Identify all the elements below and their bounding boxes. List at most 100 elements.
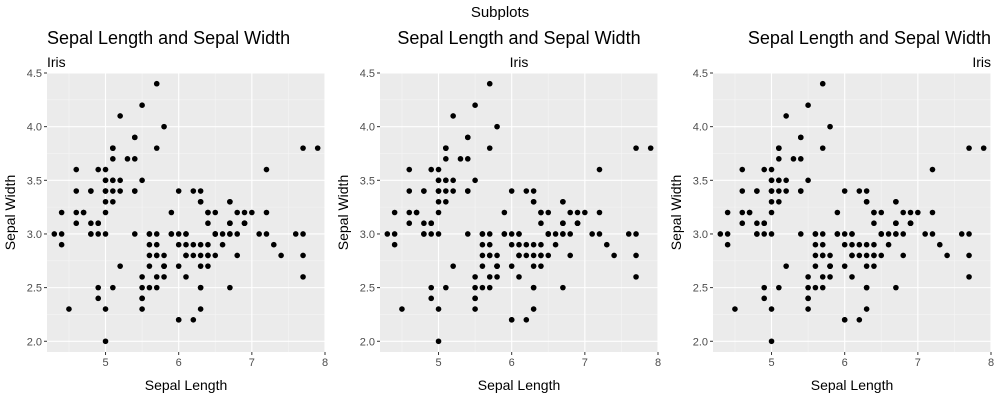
y-tick-label: 4.0 [693, 122, 708, 134]
x-tick-label: 8 [988, 357, 994, 369]
data-point [139, 102, 145, 108]
data-point [435, 338, 442, 345]
data-point [900, 252, 907, 259]
data-point [812, 241, 819, 248]
data-point [523, 188, 530, 194]
data-point [479, 241, 486, 248]
data-point [819, 80, 826, 87]
data-point [907, 209, 914, 216]
data-point [88, 188, 94, 194]
data-point [849, 252, 855, 259]
data-point [406, 209, 413, 216]
data-point [893, 231, 899, 237]
data-point [966, 145, 972, 151]
data-point [589, 231, 595, 237]
x-tick-label: 6 [176, 357, 182, 369]
data-point [776, 198, 782, 205]
data-point [790, 156, 797, 162]
subplot-3: Sepal Length and Sepal Width Iris 5 6 7 8 2.0 2… [668, 28, 994, 393]
data-point [761, 220, 768, 227]
data-point [768, 166, 775, 173]
data-point [739, 220, 746, 227]
data-point [856, 252, 863, 259]
data-point [241, 209, 248, 216]
data-point [922, 231, 928, 237]
data-point [863, 252, 870, 259]
plot-title: Sepal Length and Sepal Width [397, 28, 640, 48]
data-point [102, 338, 109, 345]
data-point [603, 241, 610, 248]
data-point [625, 231, 632, 237]
data-point [479, 252, 486, 259]
x-axis-label: Sepal Length [478, 377, 561, 393]
data-point [849, 241, 855, 248]
data-point [944, 252, 950, 259]
data-point [146, 231, 153, 237]
data-point [464, 156, 471, 162]
data-point [841, 241, 848, 248]
y-tick-label: 2.5 [693, 283, 708, 295]
data-point [435, 188, 442, 194]
data-point [819, 252, 826, 259]
y-tick-label: 2.5 [27, 283, 42, 295]
data-point [611, 252, 617, 259]
data-point [827, 123, 833, 130]
data-point [893, 220, 899, 227]
data-point [212, 252, 219, 259]
data-point [241, 220, 248, 227]
data-point [841, 188, 848, 194]
data-point [139, 284, 145, 291]
data-point [102, 177, 109, 184]
data-point [560, 284, 566, 291]
data-point [761, 295, 768, 302]
data-point [205, 209, 211, 216]
data-point [95, 231, 102, 237]
data-point [494, 252, 500, 259]
data-point [545, 252, 552, 259]
data-point [472, 102, 478, 108]
y-tick-label: 3.0 [693, 229, 708, 241]
data-point [80, 209, 87, 216]
data-point [183, 241, 189, 248]
data-point [219, 231, 226, 237]
data-point [399, 306, 405, 312]
data-point [212, 231, 219, 237]
data-point [508, 317, 515, 323]
data-point [871, 263, 877, 269]
y-tick-label: 4.0 [27, 122, 42, 134]
data-point [110, 284, 116, 291]
data-point [205, 252, 211, 259]
subplot-1: Sepal Length and Sepal Width Iris 5 6 7 8 2.0 2… [2, 28, 328, 393]
data-point [819, 231, 826, 237]
data-point [827, 274, 833, 280]
data-point [450, 113, 456, 119]
data-point [761, 166, 768, 173]
data-point [300, 145, 306, 151]
data-point [146, 284, 153, 291]
y-tick-label: 4.5 [27, 68, 42, 80]
data-point [175, 231, 182, 237]
data-point [263, 231, 270, 237]
data-point [545, 231, 552, 237]
data-point [263, 209, 270, 216]
data-point [494, 263, 500, 269]
data-point [900, 209, 907, 216]
x-tick-label: 7 [582, 357, 588, 369]
data-point [102, 231, 109, 237]
data-point [929, 166, 936, 173]
data-point [110, 177, 116, 184]
data-point [212, 209, 219, 216]
data-point [472, 295, 478, 302]
data-point [73, 220, 80, 227]
x-tick-label: 6 [842, 357, 848, 369]
data-point [58, 241, 65, 248]
data-point [197, 306, 204, 312]
data-point [863, 306, 870, 312]
y-tick-label: 4.5 [360, 68, 375, 80]
data-point [574, 209, 581, 216]
data-point [783, 263, 789, 269]
data-point [197, 284, 204, 291]
data-point [538, 209, 544, 216]
data-point [428, 295, 435, 302]
